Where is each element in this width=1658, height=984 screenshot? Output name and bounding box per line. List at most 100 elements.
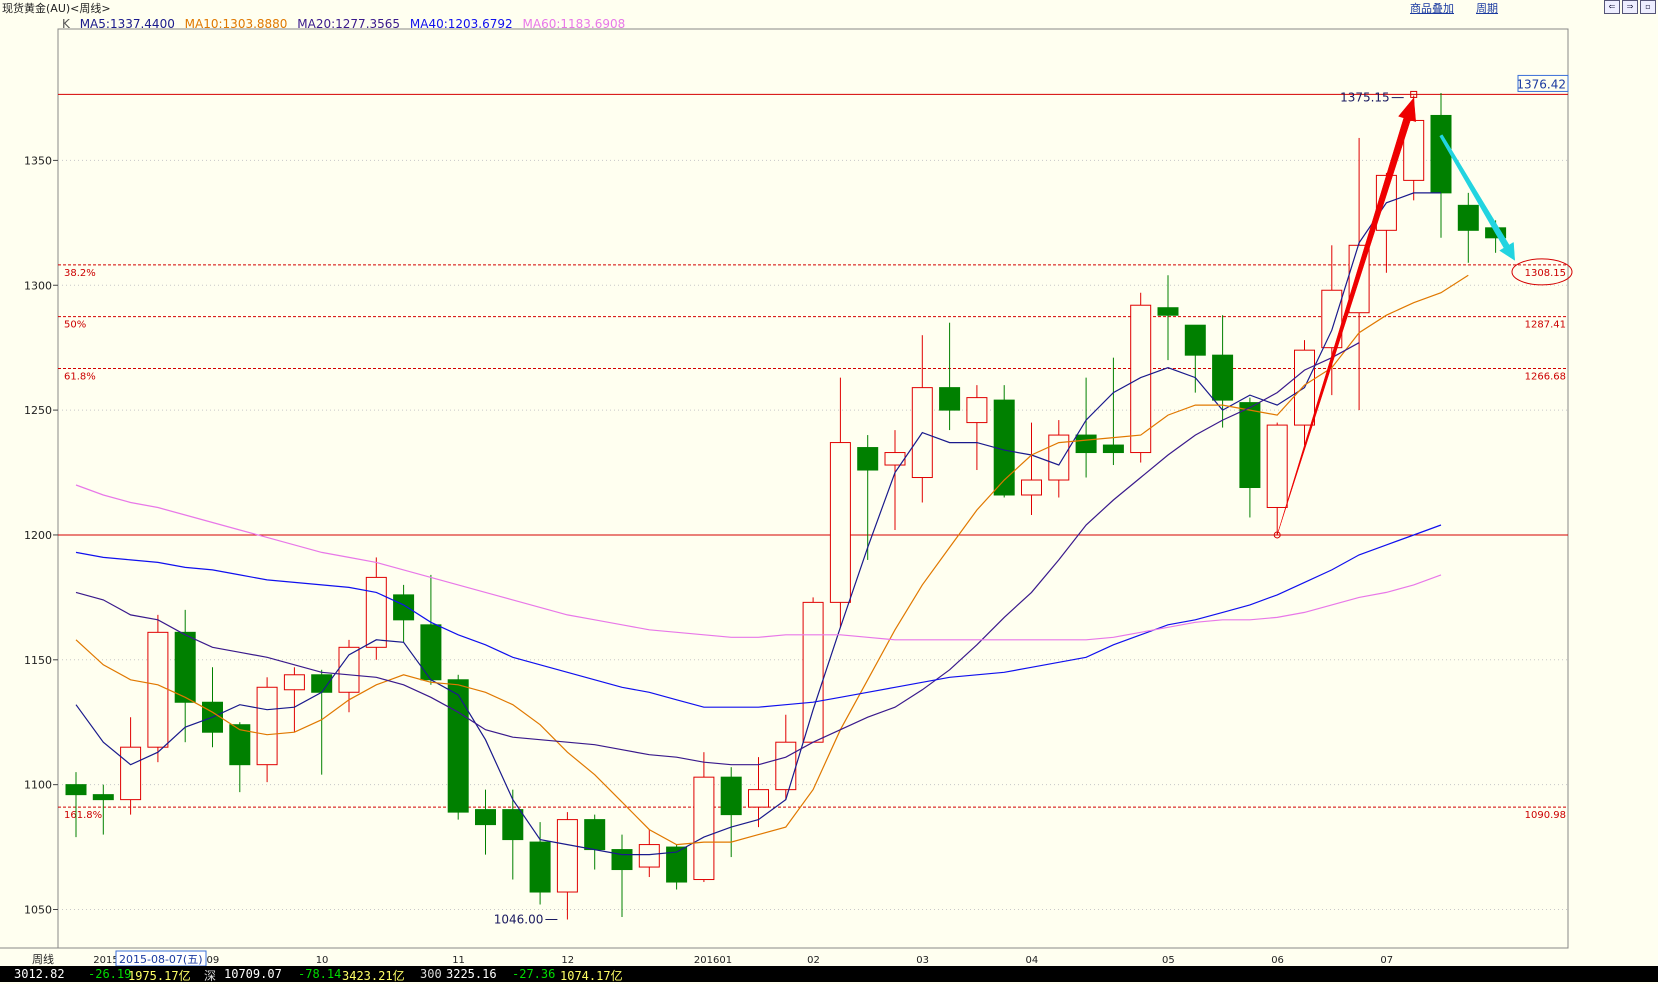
candle-body: [1212, 354, 1234, 401]
zoom-in-icon[interactable]: ⇒: [1622, 0, 1638, 14]
status-bar-item: -27.36: [512, 967, 556, 981]
candle: [1021, 422, 1042, 515]
price-line-value: 1287.41: [1525, 320, 1566, 331]
candle: [1212, 315, 1234, 428]
candle: [556, 812, 578, 920]
x-tick-label: 03: [916, 955, 929, 966]
candle: [857, 435, 879, 560]
window-title: 现货黄金(AU)<周线>: [2, 2, 111, 15]
candle-body: [1321, 289, 1343, 349]
candle: [829, 377, 851, 628]
candle: [529, 822, 551, 905]
price-line-value: 1090.98: [1525, 810, 1566, 821]
candle: [311, 669, 333, 775]
candle: [65, 772, 87, 838]
candle-body: [829, 442, 851, 603]
candle-body: [857, 447, 879, 471]
candle-body: [1157, 307, 1179, 316]
ma10-label: MA10:1303.8880: [184, 17, 288, 31]
candle-body: [666, 846, 688, 883]
candle: [283, 667, 305, 733]
y-tick-label: 1300: [24, 279, 52, 292]
ma-line-ma10: [75, 274, 1469, 846]
candle: [475, 789, 496, 855]
menu-overlay-link[interactable]: 商品叠加: [1410, 2, 1454, 15]
candle: [693, 752, 715, 883]
candle-body: [1239, 402, 1261, 489]
extreme-price-label: 1375.15: [1340, 91, 1390, 105]
candle: [1457, 192, 1479, 263]
zoom-out-icon[interactable]: ⇐: [1604, 0, 1620, 14]
status-bar-item: 3225.16: [446, 967, 497, 981]
status-bar-item: 3423.21亿: [342, 969, 405, 983]
candle: [666, 844, 688, 890]
low-point-marker: [1273, 531, 1281, 539]
candle: [1157, 275, 1179, 361]
candle-body: [475, 809, 496, 826]
candle-body: [229, 724, 251, 766]
y-tick-label: 1150: [24, 654, 52, 667]
candle-body: [1266, 424, 1288, 508]
price-value-box: [1517, 74, 1569, 92]
candle-body: [65, 784, 87, 796]
status-bar-item: 10709.07: [224, 967, 282, 981]
ma60-label: MA60:1183.6908: [522, 17, 626, 31]
candle-body: [147, 631, 169, 748]
cursor-date-label: 2015-08-07(五): [119, 953, 203, 966]
candle-body: [502, 809, 524, 841]
candle-body: [693, 776, 715, 881]
candle-body: [966, 397, 988, 424]
status-bar-item: -26.19: [88, 967, 132, 981]
x-tick-label: 12: [561, 955, 574, 966]
candle-body: [529, 841, 551, 893]
x-tick-label: 07: [1380, 955, 1393, 966]
ma5-label: MA5:1337.4400: [79, 17, 175, 31]
candle-body: [1102, 444, 1124, 454]
x-tick-label: 06: [1271, 955, 1284, 966]
candle-body: [720, 776, 742, 816]
candle: [638, 829, 660, 878]
x-tick-label: 11: [452, 955, 465, 966]
ma-line-ma20: [75, 342, 1360, 766]
x-tick-label: 05: [1162, 955, 1175, 966]
candle-body: [338, 646, 360, 693]
x-tick-label: 201601: [694, 955, 732, 966]
candle-body: [1457, 204, 1479, 231]
y-tick-label: 1100: [24, 779, 52, 792]
menu-period-link[interactable]: 周期: [1476, 2, 1498, 15]
ma40-label: MA40:1203.6792: [409, 17, 513, 31]
candle-body: [1430, 114, 1452, 194]
restore-icon[interactable]: ▫: [1640, 0, 1656, 14]
candle-body: [1021, 479, 1042, 496]
ma-line-ma60: [75, 484, 1442, 641]
fib-level-label: 61.8%: [64, 371, 96, 382]
fib-level-label: 161.8%: [64, 810, 102, 821]
x-tick-label: 09: [207, 955, 220, 966]
cursor-date-box: [115, 950, 207, 966]
candle-body: [638, 844, 660, 868]
candle: [174, 609, 196, 743]
candle-body: [775, 741, 797, 791]
ma-line-ma40: [75, 524, 1442, 708]
x-axis-title: 周线: [32, 952, 54, 966]
candle: [584, 814, 606, 870]
candle: [1403, 95, 1425, 201]
candle-body: [802, 601, 824, 743]
y-tick-label: 1200: [24, 529, 52, 542]
status-bar-item: 3012.82: [14, 967, 65, 981]
candle-body: [420, 624, 442, 681]
candle-body: [584, 819, 606, 851]
candle: [92, 784, 114, 835]
candle: [966, 385, 988, 471]
index-status-bar: 3012.82 -26.19 1975.17亿深 10709.07 -78.14 3423…: [0, 966, 1658, 983]
plot-area: [57, 28, 1569, 949]
candle-body: [174, 631, 196, 703]
status-bar-item: 1074.17亿: [560, 969, 623, 983]
candle: [420, 574, 442, 685]
candle: [147, 614, 169, 763]
candle-body: [748, 789, 769, 808]
extreme-price-label: 1046.00: [494, 912, 544, 926]
y-tick-label: 1250: [24, 404, 52, 417]
